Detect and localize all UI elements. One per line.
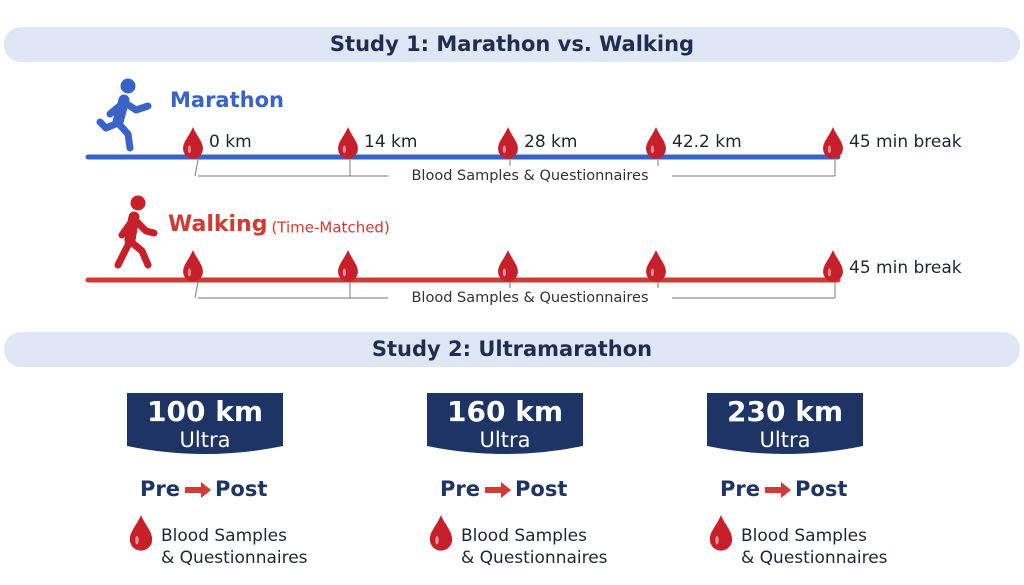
bracket-label: Blood Samples & Questionnaires — [411, 168, 648, 184]
marathon-label: Marathon — [170, 88, 284, 112]
drop-highlight — [650, 145, 655, 154]
checkpoint-label: 45 min break — [849, 132, 962, 152]
drop-highlight — [715, 535, 719, 545]
distance-label: 100 km — [147, 395, 263, 428]
drop-highlight — [502, 145, 507, 154]
pre-label: Pre — [720, 477, 760, 501]
walking-label: Walking — [168, 212, 267, 237]
drop-highlight — [342, 268, 347, 277]
checkpoint-label: 28 km — [524, 132, 577, 152]
pre-label: Pre — [440, 477, 480, 501]
distance-badge — [127, 393, 283, 454]
arrow — [185, 482, 211, 498]
drop-highlight — [827, 268, 832, 277]
drop-highlight — [187, 268, 192, 277]
section-title: Study 2: Ultramarathon — [372, 337, 652, 361]
samples-line: & Questionnaires — [461, 548, 608, 568]
person-limbs — [114, 215, 158, 269]
samples-line: Blood Samples — [741, 526, 867, 546]
walking-note: (Time-Matched) — [271, 219, 389, 237]
distance-badge — [427, 393, 583, 454]
arrow — [485, 482, 511, 498]
person-head — [120, 78, 136, 94]
bracket-label-bg — [388, 166, 672, 186]
distance-type: Ultra — [480, 428, 531, 452]
samples-line: & Questionnaires — [741, 548, 888, 568]
drop-highlight — [827, 145, 832, 154]
section-title: Study 1: Marathon vs. Walking — [330, 32, 694, 56]
section-banner — [4, 332, 1020, 367]
post-label: Post — [795, 477, 847, 501]
distance-type: Ultra — [180, 428, 231, 452]
pre-label: Pre — [140, 477, 180, 501]
distance-label: 230 km — [727, 395, 843, 428]
distance-label: 160 km — [447, 395, 563, 428]
bracket-label: Blood Samples & Questionnaires — [411, 290, 648, 306]
drop-highlight — [135, 535, 139, 545]
distance-badge — [707, 393, 863, 454]
checkpoint-label: 45 min break — [849, 258, 962, 278]
drop-highlight — [187, 145, 192, 154]
drop-highlight — [342, 145, 347, 154]
person-head — [130, 195, 146, 211]
arrow — [765, 482, 791, 498]
checkpoint-label: 0 km — [209, 132, 252, 152]
checkpoint-label: 14 km — [364, 132, 417, 152]
post-label: Post — [515, 477, 567, 501]
distance-type: Ultra — [760, 428, 811, 452]
drop-highlight — [435, 535, 439, 545]
checkpoint-label: 42.2 km — [672, 132, 742, 152]
post-label: Post — [215, 477, 267, 501]
samples-line: & Questionnaires — [161, 548, 308, 568]
drop-highlight — [650, 268, 655, 277]
samples-line: Blood Samples — [161, 526, 287, 546]
bracket-label-bg — [388, 288, 672, 308]
section-banner — [4, 27, 1020, 62]
person-limbs — [96, 98, 152, 152]
samples-line: Blood Samples — [461, 526, 587, 546]
drop-highlight — [502, 268, 507, 277]
